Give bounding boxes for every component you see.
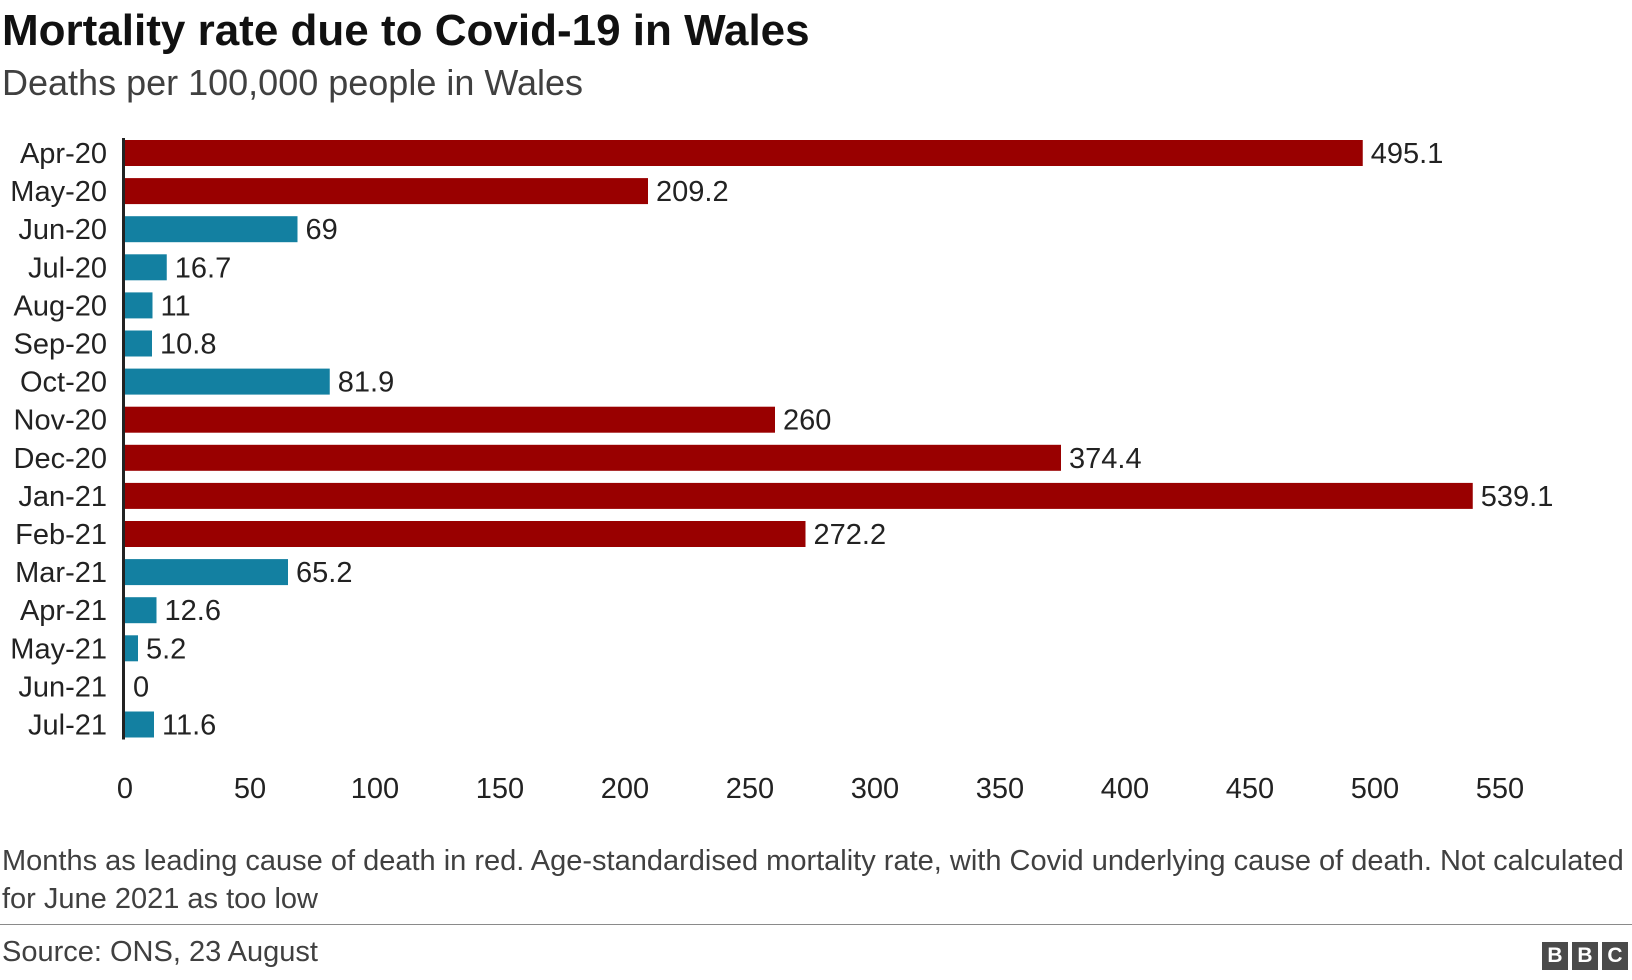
chart-footnote: Months as leading cause of death in red.… — [2, 845, 1624, 915]
data-label-feb-21: 272.2 — [814, 519, 887, 551]
data-label-apr-20: 495.1 — [1371, 138, 1444, 170]
x-tick-label-350: 350 — [976, 773, 1024, 805]
bbc-logo-letter-2: B — [1572, 942, 1598, 970]
footer-divider — [0, 924, 1632, 925]
x-tick-label-500: 500 — [1351, 773, 1399, 805]
category-label-nov-20: Nov-20 — [14, 405, 108, 437]
data-label-oct-20: 81.9 — [338, 367, 394, 399]
source-text: Source: ONS, 23 August — [2, 936, 318, 968]
bar-dec-20 — [125, 444, 1061, 471]
category-label-oct-20: Oct-20 — [20, 367, 107, 399]
bar-may-21 — [125, 635, 138, 662]
data-label-jul-20: 16.7 — [175, 252, 231, 284]
category-label-dec-20: Dec-20 — [14, 443, 108, 475]
bar-may-20 — [125, 178, 648, 205]
category-label-jul-20: Jul-20 — [28, 252, 107, 284]
x-tick-label-150: 150 — [476, 773, 524, 805]
chart-subtitle: Deaths per 100,000 people in Wales — [2, 62, 584, 103]
bar-aug-20 — [125, 292, 153, 319]
x-tick-label-200: 200 — [601, 773, 649, 805]
category-label-feb-21: Feb-21 — [15, 519, 107, 551]
bar-chart: Apr-20 495.1 May-20 209.2 Jun-20 69 Jul-20 16.7… — [10, 138, 1554, 805]
data-label-sep-20: 10.8 — [160, 329, 216, 361]
bar-jan-21 — [125, 482, 1473, 509]
data-label-jun-20: 69 — [306, 214, 338, 246]
x-tick-label-100: 100 — [351, 773, 399, 805]
bar-jul-20 — [125, 254, 167, 281]
category-label-may-20: May-20 — [10, 176, 107, 208]
x-tick-label-550: 550 — [1476, 773, 1524, 805]
x-tick-label-400: 400 — [1101, 773, 1149, 805]
chart-title: Mortality rate due to Covid-19 in Wales — [2, 6, 810, 55]
data-label-mar-21: 65.2 — [296, 557, 352, 589]
bar-feb-21 — [125, 521, 806, 547]
data-label-jan-21: 539.1 — [1481, 481, 1554, 513]
bar-nov-20 — [125, 406, 775, 433]
category-label-jun-21: Jun-21 — [18, 671, 107, 703]
category-label-jul-21: Jul-21 — [28, 710, 107, 742]
category-label-jan-21: Jan-21 — [18, 481, 107, 513]
x-tick-label-450: 450 — [1226, 773, 1274, 805]
bar-sep-20 — [125, 330, 152, 357]
bbc-logo-letter-1: B — [1542, 942, 1568, 970]
category-label-jun-20: Jun-20 — [18, 214, 107, 246]
x-tick-label-300: 300 — [851, 773, 899, 805]
bbc-logo: B B C — [1542, 942, 1628, 970]
data-label-nov-20: 260 — [783, 405, 831, 437]
category-label-may-21: May-21 — [10, 633, 107, 665]
x-tick-label-50: 50 — [234, 773, 266, 805]
bar-apr-21 — [125, 597, 157, 624]
data-label-may-21: 5.2 — [146, 633, 186, 665]
data-label-aug-20: 11 — [161, 290, 191, 322]
category-label-aug-20: Aug-20 — [13, 290, 107, 322]
bar-jul-21 — [125, 711, 154, 738]
data-label-jul-21: 11.6 — [162, 710, 216, 742]
data-label-dec-20: 374.4 — [1069, 443, 1142, 475]
x-tick-label-0: 0 — [117, 773, 133, 805]
x-tick-label-250: 250 — [726, 773, 774, 805]
category-label-apr-21: Apr-21 — [20, 595, 107, 627]
category-label-apr-20: Apr-20 — [20, 138, 107, 170]
data-label-may-20: 209.2 — [656, 176, 729, 208]
bbc-logo-letter-3: C — [1602, 942, 1628, 970]
data-label-apr-21: 12.6 — [165, 595, 221, 627]
category-label-sep-20: Sep-20 — [13, 329, 107, 361]
bar-oct-20 — [125, 368, 330, 395]
data-label-jun-21: 0 — [133, 671, 149, 703]
bar-mar-21 — [125, 559, 288, 586]
bar-jun-20 — [125, 216, 298, 243]
bar-apr-20 — [125, 140, 1363, 166]
category-label-mar-21: Mar-21 — [15, 557, 107, 589]
